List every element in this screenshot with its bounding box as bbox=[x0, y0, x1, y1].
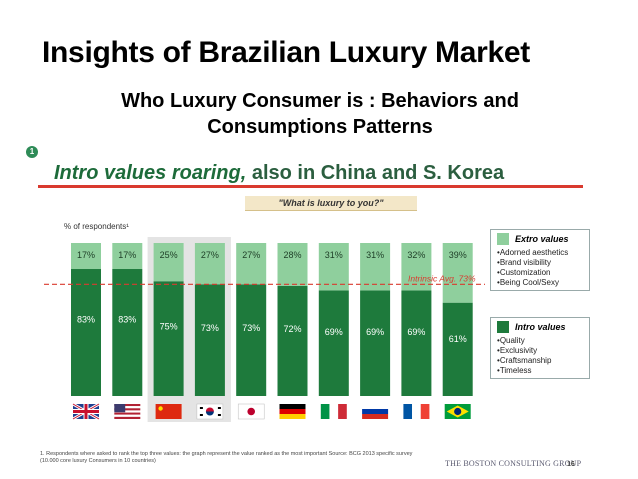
label-intro: 73% bbox=[201, 323, 219, 333]
legend-extro-swatch bbox=[497, 233, 509, 245]
chart-heading-highlight: Intro values roaring, bbox=[54, 162, 247, 184]
label-intro: 83% bbox=[77, 314, 95, 324]
bar-extro bbox=[236, 243, 267, 285]
legend-intro-item: Timeless bbox=[497, 366, 589, 376]
bar-intro bbox=[401, 290, 432, 396]
question-box: "What is luxury to you?" bbox=[245, 196, 417, 211]
bar-extro bbox=[153, 243, 184, 282]
label-intro: 83% bbox=[118, 314, 136, 324]
label-intro: 61% bbox=[449, 334, 467, 344]
legend-extro: Extro values Adorned aesthetics Brand vi… bbox=[490, 229, 590, 291]
reference-line-label: Intrinsic Avg. 73% bbox=[408, 273, 476, 283]
bcg-logo: THE BOSTON CONSULTING GROUP bbox=[445, 459, 582, 468]
bar-extro bbox=[401, 243, 432, 291]
label-extro: 39% bbox=[449, 250, 467, 260]
bar-intro bbox=[318, 290, 349, 396]
bar-intro bbox=[153, 281, 184, 396]
bar-intro bbox=[442, 302, 473, 396]
legend-intro-item: Exclusivity bbox=[497, 346, 589, 356]
label-extro: 25% bbox=[160, 250, 178, 260]
label-intro: 72% bbox=[283, 324, 301, 334]
bar-intro bbox=[236, 284, 267, 396]
flag-south-korea-icon bbox=[196, 403, 224, 420]
flag-italy-icon bbox=[320, 404, 347, 419]
flag-china-icon bbox=[155, 404, 182, 419]
legend-intro-title: Intro values bbox=[515, 322, 566, 332]
bar-extro bbox=[277, 243, 308, 286]
legend-extro-item: Brand visibility bbox=[497, 258, 589, 268]
label-intro: 75% bbox=[160, 321, 178, 331]
legend-intro-item: Craftsmanship bbox=[497, 356, 589, 366]
label-extro: 32% bbox=[407, 250, 425, 260]
label-extro: 27% bbox=[242, 250, 260, 260]
bar-extro bbox=[71, 243, 101, 270]
flag-united-kingdom-icon bbox=[72, 402, 100, 421]
label-extro: 17% bbox=[77, 250, 95, 260]
section-badge: 1 bbox=[26, 146, 38, 158]
label-intro: 69% bbox=[366, 327, 384, 337]
heading-rule bbox=[38, 185, 583, 188]
bar-intro bbox=[194, 284, 225, 396]
legend-extro-item: Adorned aesthetics bbox=[497, 248, 589, 258]
bar-intro bbox=[112, 269, 143, 396]
legend-intro: Intro values Quality Exclusivity Craftsm… bbox=[490, 317, 590, 379]
label-extro: 28% bbox=[283, 250, 301, 260]
label-intro: 69% bbox=[325, 327, 343, 337]
page-number: 16 bbox=[567, 461, 575, 468]
label-intro: 69% bbox=[407, 327, 425, 337]
bar-intro bbox=[277, 285, 308, 396]
footnote: 1. Respondents where asked to rank the t… bbox=[40, 451, 413, 464]
slide-title: Insights of Brazilian Luxury Market bbox=[42, 36, 530, 69]
flag-russia-icon bbox=[362, 404, 389, 419]
chart-heading: Intro values roaring, also in China and … bbox=[54, 162, 504, 185]
slide-subtitle: Who Luxury Consumer is : Behaviors and C… bbox=[121, 90, 519, 138]
flag-united-states-icon bbox=[114, 404, 141, 419]
flag-france-icon bbox=[403, 404, 430, 419]
chart-heading-rest: also in China and S. Korea bbox=[246, 162, 505, 184]
bar-extro bbox=[318, 243, 349, 291]
flag-brazil-icon bbox=[444, 404, 471, 419]
bar-extro bbox=[112, 243, 143, 270]
flag-japan-icon bbox=[237, 403, 265, 420]
bar-extro bbox=[442, 243, 473, 303]
label-extro: 31% bbox=[325, 250, 343, 260]
legend-intro-swatch bbox=[497, 321, 509, 333]
legend-extro-item: Customization bbox=[497, 268, 589, 278]
bar-intro bbox=[71, 269, 101, 396]
bar-extro bbox=[194, 243, 225, 285]
bar-intro bbox=[360, 290, 391, 396]
legend-extro-item: Being Cool/Sexy bbox=[497, 278, 589, 288]
label-intro: 73% bbox=[242, 323, 260, 333]
label-extro: 27% bbox=[201, 250, 219, 260]
label-extro: 17% bbox=[118, 250, 136, 260]
legend-extro-title: Extro values bbox=[515, 234, 569, 244]
legend-intro-item: Quality bbox=[497, 336, 589, 346]
bar-extro bbox=[360, 243, 391, 291]
y-axis-label: % of respondents¹ bbox=[64, 222, 129, 231]
label-extro: 31% bbox=[366, 250, 384, 260]
flag-germany-icon bbox=[279, 404, 306, 419]
